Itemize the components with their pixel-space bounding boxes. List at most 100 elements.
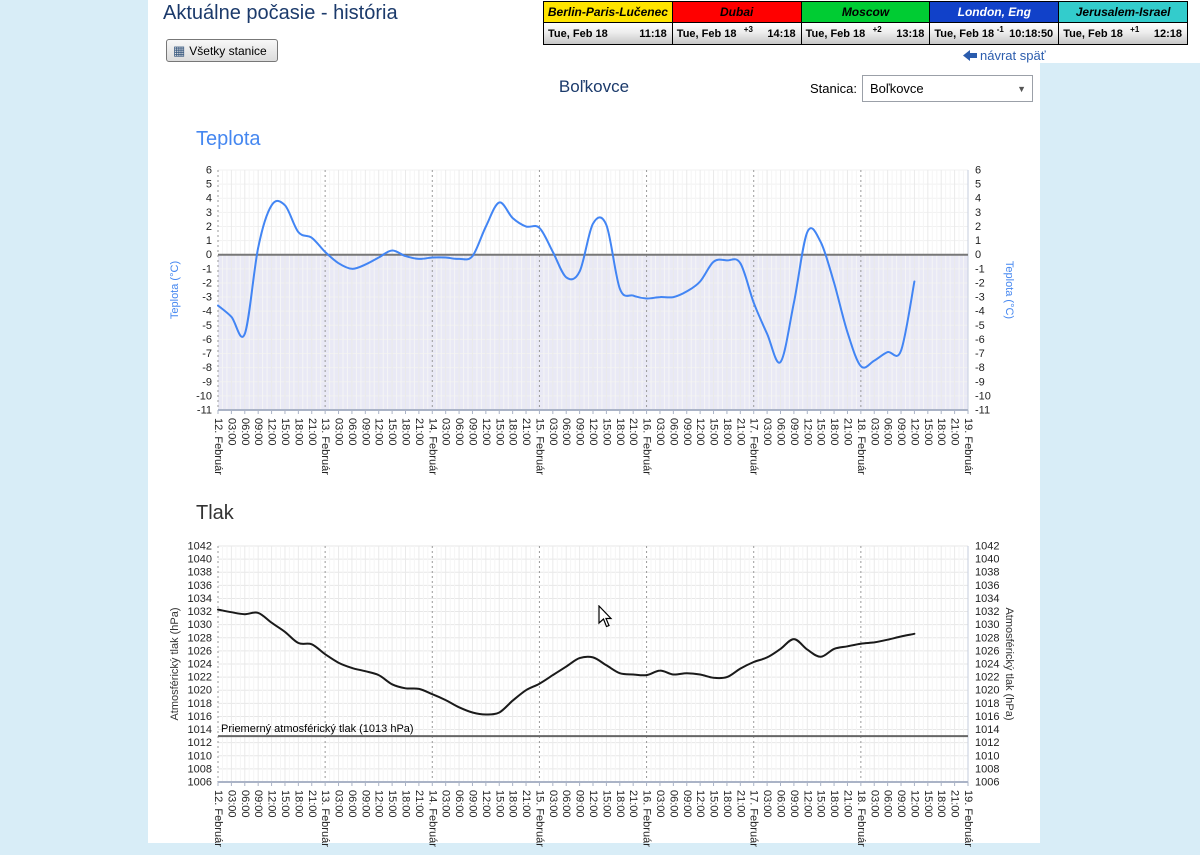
svg-text:1034: 1034 (188, 593, 212, 605)
svg-text:1022: 1022 (975, 672, 999, 684)
svg-text:12:00: 12:00 (266, 790, 278, 818)
clock-time-cell: Tue, Feb 18 -1 10:18:50 (930, 23, 1059, 44)
svg-text:18:00: 18:00 (614, 418, 626, 446)
svg-text:03:00: 03:00 (868, 418, 880, 446)
svg-text:15:00: 15:00 (922, 790, 934, 818)
svg-text:09:00: 09:00 (466, 790, 478, 818)
svg-text:-7: -7 (202, 348, 212, 360)
svg-text:18:00: 18:00 (721, 418, 733, 446)
station-select-label: Stanica: (810, 81, 857, 96)
svg-text:06:00: 06:00 (667, 790, 679, 818)
svg-text:15:00: 15:00 (279, 418, 291, 446)
svg-text:18:00: 18:00 (828, 418, 840, 446)
svg-text:03:00: 03:00 (333, 790, 345, 818)
svg-text:1012: 1012 (975, 737, 999, 749)
svg-text:18. Február: 18. Február (855, 418, 867, 475)
svg-text:18:00: 18:00 (292, 418, 304, 446)
svg-text:09:00: 09:00 (359, 418, 371, 446)
svg-text:4: 4 (975, 193, 981, 205)
back-link[interactable]: návrat späť (963, 48, 1046, 63)
svg-text:1038: 1038 (975, 567, 999, 579)
world-clocks: Berlin-Paris-Lučenec Tue, Feb 18 11:18 Duba… (543, 1, 1188, 45)
svg-text:12:00: 12:00 (801, 790, 813, 818)
svg-text:21:00: 21:00 (413, 790, 425, 818)
svg-text:16. Február: 16. Február (641, 790, 653, 847)
svg-text:-4: -4 (975, 306, 985, 318)
svg-text:1014: 1014 (975, 724, 999, 736)
svg-text:17. Február: 17. Február (748, 418, 760, 475)
svg-text:1012: 1012 (188, 737, 212, 749)
svg-text:4: 4 (206, 193, 212, 205)
svg-text:1024: 1024 (188, 659, 212, 671)
svg-text:21:00: 21:00 (520, 790, 532, 818)
svg-text:18:00: 18:00 (400, 418, 412, 446)
svg-text:06:00: 06:00 (775, 790, 787, 818)
svg-text:1: 1 (975, 235, 981, 247)
svg-text:03:00: 03:00 (333, 418, 345, 446)
svg-text:09:00: 09:00 (574, 790, 586, 818)
svg-text:12:00: 12:00 (908, 790, 920, 818)
svg-text:03:00: 03:00 (654, 790, 666, 818)
svg-text:1040: 1040 (975, 554, 999, 566)
svg-text:03:00: 03:00 (547, 790, 559, 818)
pressure-chart-title: Tlak (196, 502, 234, 524)
svg-text:12:00: 12:00 (373, 418, 385, 446)
svg-text:3: 3 (206, 207, 212, 219)
svg-text:-2: -2 (975, 277, 985, 289)
svg-text:12:00: 12:00 (266, 418, 278, 446)
svg-text:1032: 1032 (975, 606, 999, 618)
svg-text:13. Február: 13. Február (319, 418, 331, 475)
svg-text:06:00: 06:00 (667, 418, 679, 446)
svg-text:16. Február: 16. Február (641, 418, 653, 475)
svg-text:0: 0 (975, 249, 981, 261)
svg-text:12. Február: 12. Február (212, 790, 224, 847)
svg-text:06:00: 06:00 (560, 418, 572, 446)
svg-text:15:00: 15:00 (386, 418, 398, 446)
clock-time-cell: Tue, Feb 18 +3 14:18 (672, 23, 801, 44)
svg-text:18. Február: 18. Február (855, 790, 867, 847)
clock-city-header: Moscow (801, 2, 930, 23)
svg-text:Priemerný atmosférický tlak (1: Priemerný atmosférický tlak (1013 hPa) (221, 723, 414, 735)
svg-text:-6: -6 (202, 334, 212, 346)
svg-text:17. Február: 17. Február (748, 790, 760, 847)
svg-text:03:00: 03:00 (654, 418, 666, 446)
svg-text:18:00: 18:00 (935, 418, 947, 446)
svg-text:18:00: 18:00 (507, 790, 519, 818)
svg-text:09:00: 09:00 (574, 418, 586, 446)
grid-icon: ▦ (173, 43, 186, 58)
svg-text:03:00: 03:00 (868, 790, 880, 818)
svg-text:12:00: 12:00 (694, 418, 706, 446)
svg-text:1036: 1036 (188, 580, 212, 592)
svg-text:2: 2 (975, 221, 981, 233)
svg-text:1022: 1022 (188, 672, 212, 684)
temperature-chart-title: Teplota (196, 128, 261, 150)
svg-text:12:00: 12:00 (480, 790, 492, 818)
svg-text:1020: 1020 (975, 685, 999, 697)
svg-text:21:00: 21:00 (520, 418, 532, 446)
svg-text:12:00: 12:00 (908, 418, 920, 446)
svg-text:-8: -8 (202, 362, 212, 374)
station-select[interactable]: Boľkovce ▼ (862, 75, 1033, 102)
clock-cell: Berlin-Paris-Lučenec Tue, Feb 18 11:18 (544, 2, 672, 44)
svg-text:1030: 1030 (188, 619, 212, 631)
content-panel: Boľkovce Stanica: Boľkovce ▼ Teplota -1 1… (148, 0, 1040, 847)
svg-text:06:00: 06:00 (346, 790, 358, 818)
svg-text:-1: -1 (202, 263, 212, 275)
svg-text:03:00: 03:00 (761, 790, 773, 818)
clock-time-cell: Tue, Feb 18 +2 13:18 (801, 23, 930, 44)
svg-text:09:00: 09:00 (681, 418, 693, 446)
svg-text:06:00: 06:00 (882, 790, 894, 818)
svg-text:-10: -10 (975, 390, 991, 402)
svg-text:15:00: 15:00 (600, 418, 612, 446)
svg-text:21:00: 21:00 (949, 418, 961, 446)
svg-text:12. Február: 12. Február (212, 418, 224, 475)
all-stations-button[interactable]: ▦ Všetky stanice (166, 39, 278, 62)
svg-text:1024: 1024 (975, 659, 999, 671)
svg-text:21:00: 21:00 (734, 790, 746, 818)
svg-text:-4: -4 (202, 306, 212, 318)
pressure-chart: Priemerný atmosférický tlak (1013 hPa) 10… (168, 528, 1020, 855)
station-heading: Boľkovce (558, 77, 630, 96)
svg-text:21:00: 21:00 (949, 790, 961, 818)
svg-text:Atmosférický tlak (hPa): Atmosférický tlak (hPa) (1003, 607, 1015, 720)
svg-text:3: 3 (975, 207, 981, 219)
